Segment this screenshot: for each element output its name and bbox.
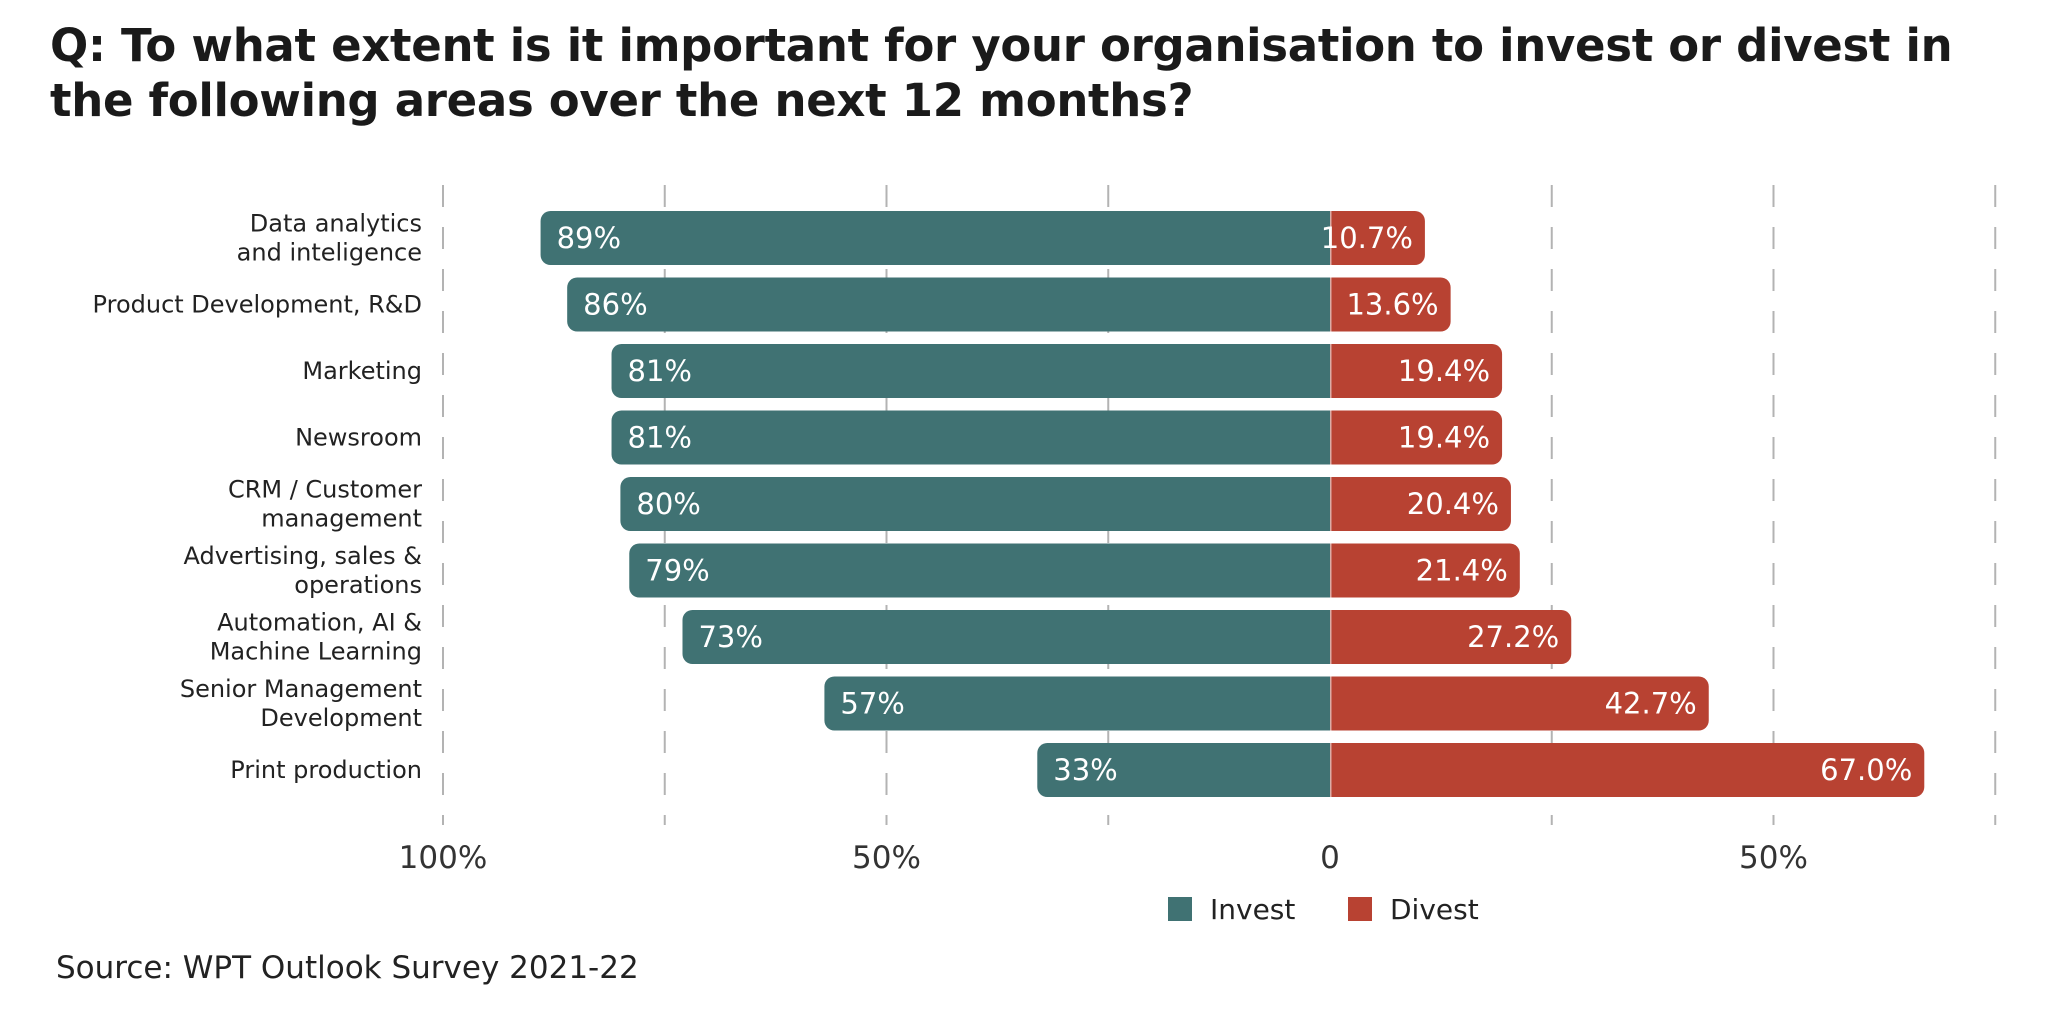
invest-bar [540, 211, 1342, 265]
divest-bar [1318, 344, 1503, 398]
invest-bar-join [1318, 277, 1330, 332]
invest-value-label: 73% [698, 620, 762, 654]
legend-label: Divest [1390, 893, 1479, 926]
category-label-line: Advertising, sales & [183, 542, 422, 570]
divest-value-label: 19.4% [1398, 421, 1490, 455]
category-label: Data analytics and inteligence [237, 210, 422, 267]
invest-bar [1037, 743, 1342, 797]
invest-value-label: 81% [628, 421, 692, 455]
divest-bar [1318, 410, 1503, 465]
zero-seam [1330, 410, 1332, 465]
invest-value-label: 80% [636, 487, 700, 521]
category-label: Marketing [302, 357, 422, 385]
legend: Invest Divest [1168, 893, 1479, 926]
category-label-line: Print production [230, 756, 422, 784]
x-axis-ticks: 100% 50% 0 50% [399, 840, 1808, 876]
zero-seam [1330, 610, 1332, 664]
x-tick-label: 50% [852, 840, 921, 876]
legend-label: Invest [1210, 893, 1295, 926]
bars [540, 211, 1925, 797]
divest-value-label: 42.7% [1605, 687, 1697, 721]
invest-bar-join [1318, 477, 1330, 531]
zero-seam [1330, 676, 1332, 731]
category-label-line: Development [260, 704, 422, 732]
divest-bar [1318, 743, 1925, 797]
invest-bar [620, 477, 1342, 531]
invest-bar-join [1318, 211, 1330, 265]
category-label-line: and inteligence [237, 239, 422, 267]
invest-value-label: 79% [645, 554, 709, 588]
divest-value-label: 10.7% [1321, 221, 1413, 255]
zero-seam [1330, 477, 1332, 531]
invest-value-label: 81% [628, 354, 692, 388]
zero-seam [1330, 743, 1332, 797]
invest-bar [611, 344, 1342, 398]
labels: 89% 10.7% Data analytics and inteligence 86%… [93, 210, 1913, 788]
category-label-line: Machine Learning [210, 638, 422, 666]
legend-swatch [1168, 897, 1192, 921]
category-label: Senior Management Development [180, 675, 422, 732]
category-label-line: Automation, AI & [217, 609, 422, 637]
divest-value-label: 67.0% [1820, 753, 1912, 787]
zero-seam [1330, 211, 1332, 265]
divest-bar [1318, 610, 1572, 664]
invest-bar [611, 410, 1342, 465]
invest-bar-join [1318, 610, 1330, 664]
category-label-line: Data analytics [250, 210, 422, 238]
category-label-line: Product Development, R&D [93, 291, 422, 319]
zero-seam [1330, 277, 1332, 332]
category-label: Advertising, sales & operations [183, 542, 422, 599]
invest-bar [629, 543, 1342, 598]
category-label-line: management [261, 505, 422, 533]
divest-bar [1318, 277, 1451, 332]
divest-value-label: 27.2% [1467, 620, 1559, 654]
category-label-line: CRM / Customer [228, 476, 422, 504]
divest-value-label: 20.4% [1407, 487, 1499, 521]
divest-value-label: 21.4% [1416, 554, 1508, 588]
invest-bar-join [1318, 410, 1330, 465]
x-tick-label: 100% [399, 840, 488, 876]
x-tick-label: 50% [1739, 840, 1808, 876]
invest-value-label: 57% [840, 687, 904, 721]
invest-bar [824, 676, 1342, 731]
category-label-line: Newsroom [295, 424, 422, 452]
category-label-line: operations [294, 571, 422, 599]
category-label-line: Senior Management [180, 675, 422, 703]
divest-bar [1318, 477, 1511, 531]
invest-bar-join [1318, 743, 1330, 797]
category-label: CRM / Customer management [228, 476, 422, 533]
invest-bar-join [1318, 676, 1330, 731]
divest-bar [1318, 543, 1520, 598]
category-label: Product Development, R&D [93, 291, 422, 319]
divest-bar [1318, 211, 1425, 265]
invest-bar [567, 277, 1342, 332]
legend-swatch [1348, 897, 1372, 921]
invest-bar [682, 610, 1342, 664]
divest-value-label: 13.6% [1346, 288, 1438, 322]
divest-value-label: 19.4% [1398, 354, 1490, 388]
category-label-line: Marketing [302, 357, 422, 385]
category-label: Automation, AI & Machine Learning [210, 609, 422, 666]
invest-value-label: 33% [1053, 753, 1117, 787]
category-label: Newsroom [295, 424, 422, 452]
invest-value-label: 89% [557, 221, 621, 255]
invest-bar-join [1318, 344, 1330, 398]
x-tick-label: 0 [1320, 840, 1340, 876]
invest-bar-join [1318, 543, 1330, 598]
source-note: Source: WPT Outlook Survey 2021-22 [56, 950, 639, 986]
divest-bar [1318, 676, 1709, 731]
zero-seam [1330, 344, 1332, 398]
invest-value-label: 86% [583, 288, 647, 322]
zero-seam [1330, 543, 1332, 598]
category-label: Print production [230, 756, 422, 784]
chart-title: Q: To what extent is it important for yo… [50, 19, 1953, 127]
